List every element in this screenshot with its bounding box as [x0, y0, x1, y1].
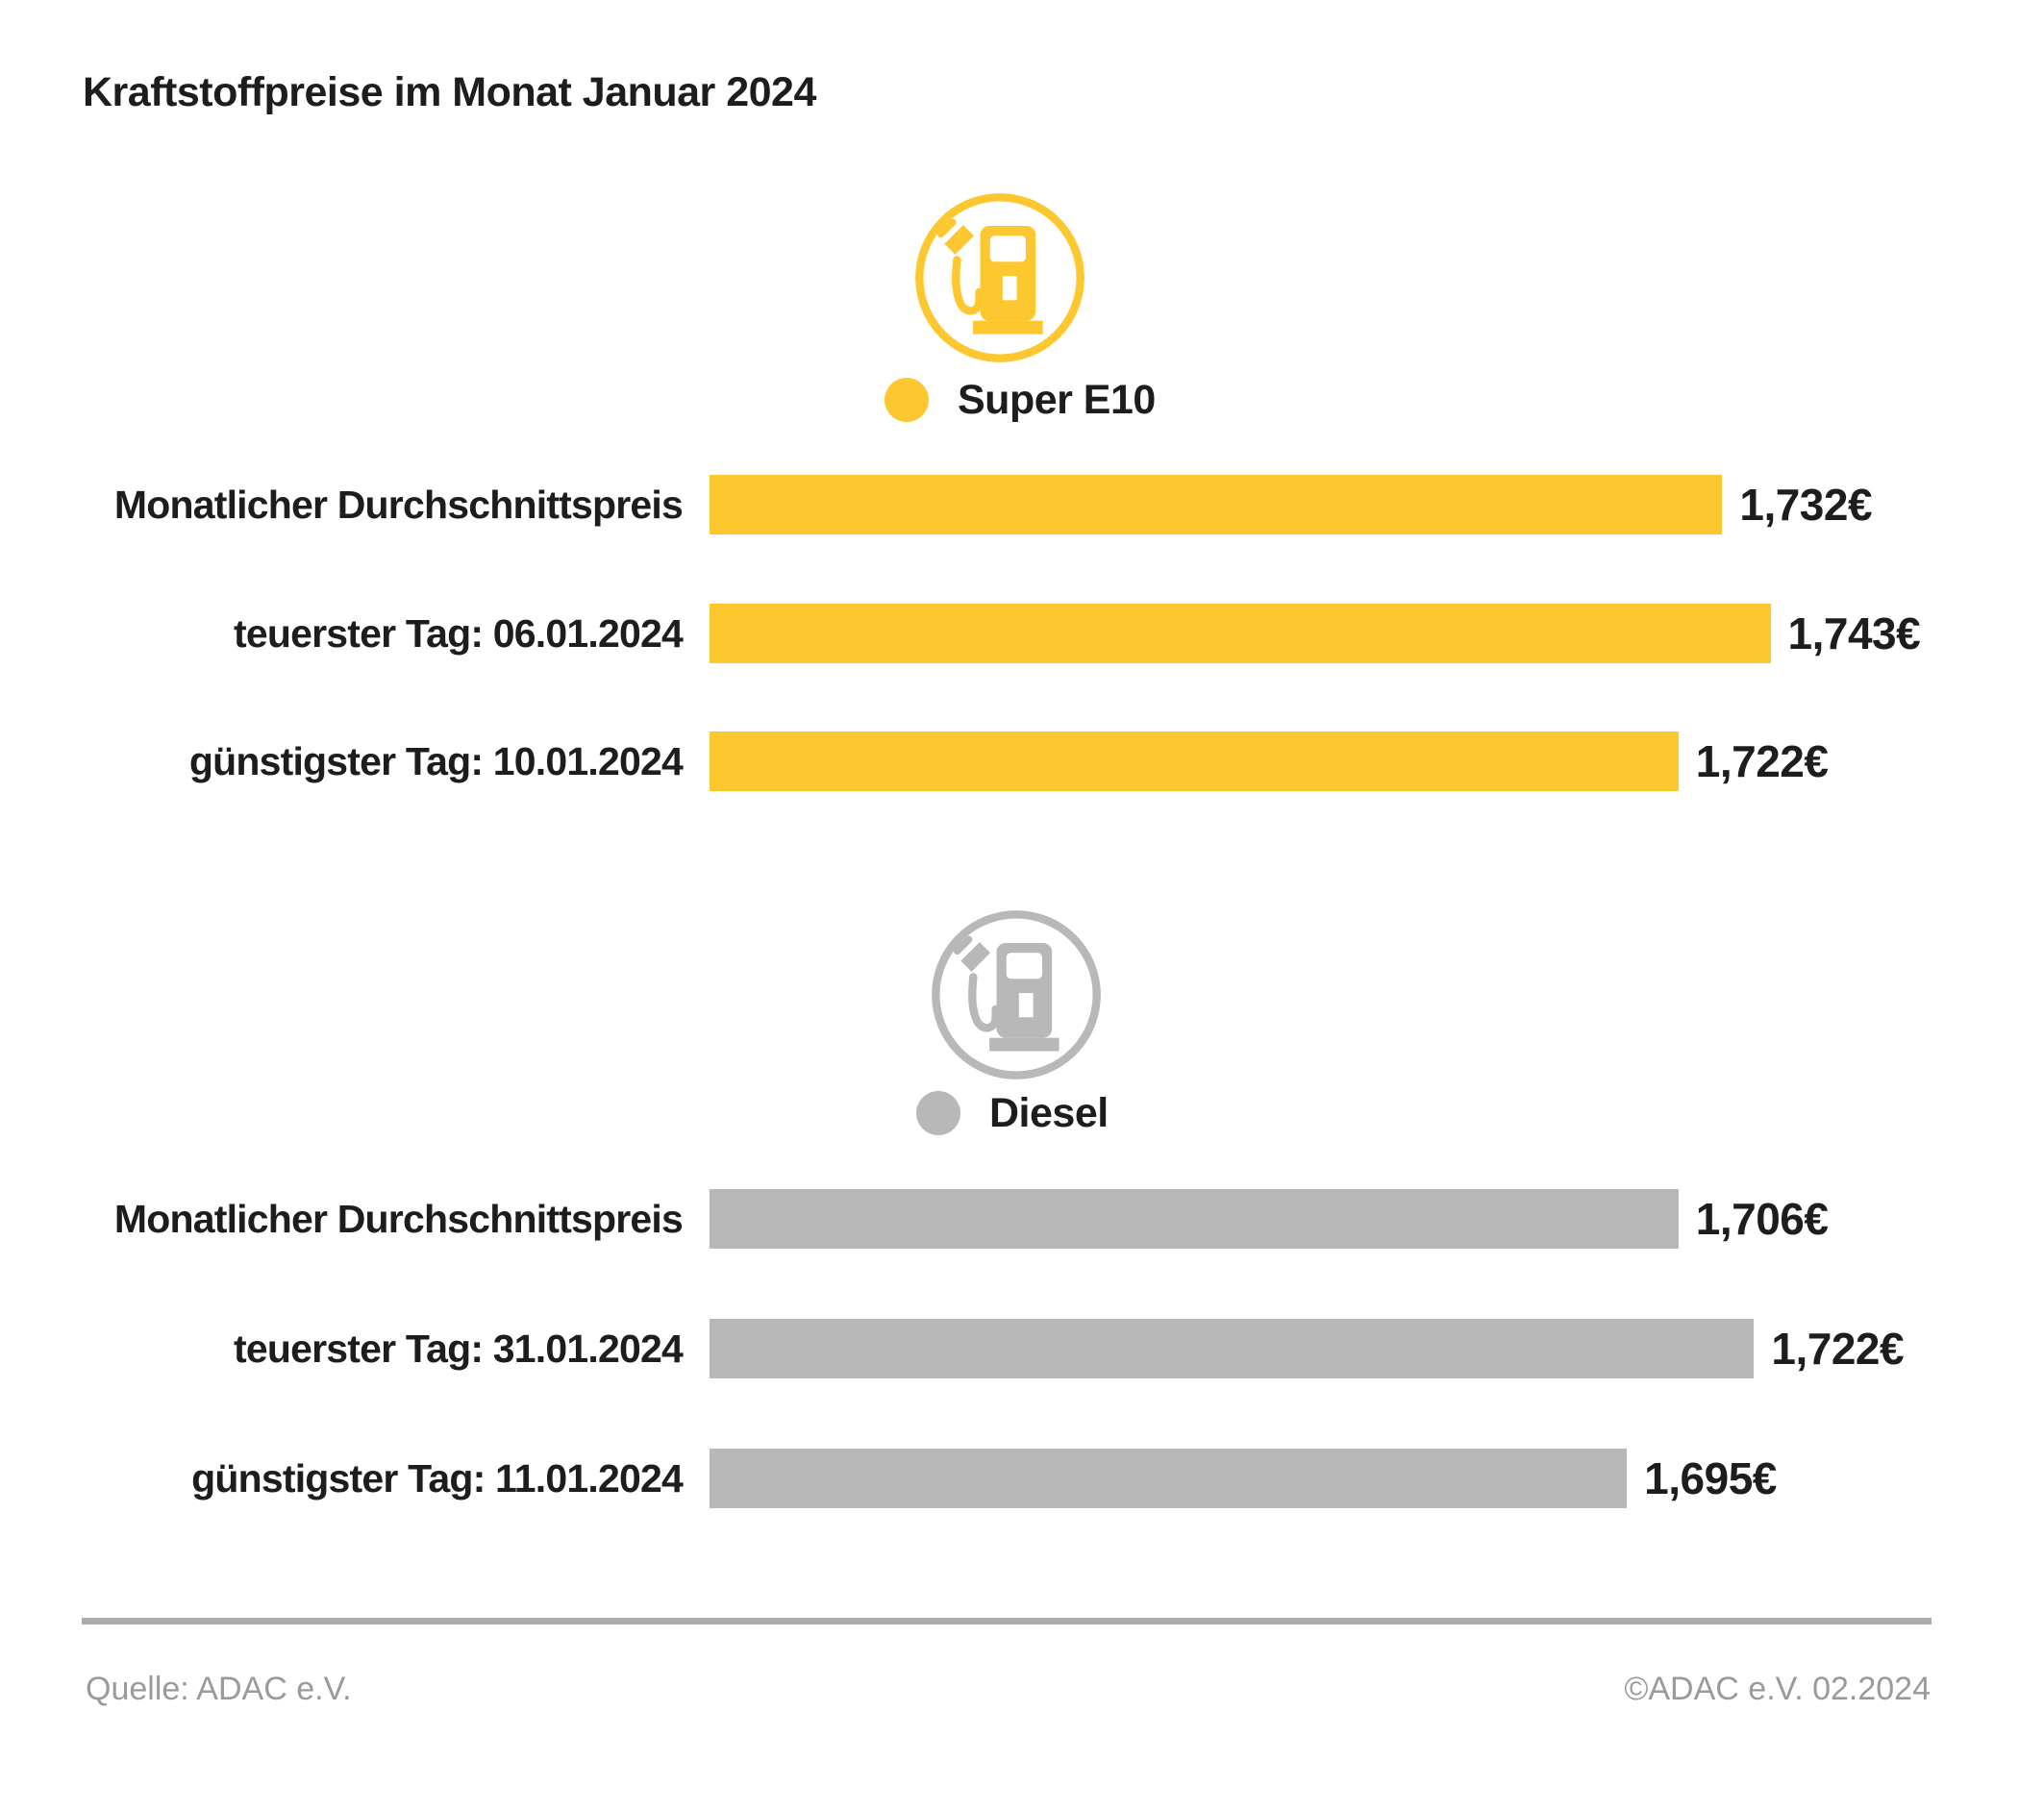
- bar-value: 1,695€: [1644, 1453, 1777, 1503]
- bar-track: 1,722€: [710, 732, 1829, 791]
- legend-diesel: Diesel: [916, 1090, 1109, 1136]
- bar: [710, 475, 1723, 534]
- bar-row: teuerster Tag: 31.01.2024 1,722€: [82, 1319, 1905, 1378]
- bar: [710, 1319, 1755, 1378]
- copyright-note: ©ADAC e.V. 02.2024: [1624, 1671, 1931, 1707]
- bar: [710, 604, 1771, 663]
- bar-label: günstigster Tag: 10.01.2024: [188, 738, 684, 783]
- legend-super-e10: Super E10: [885, 377, 1156, 423]
- fuel-pump-icon: [910, 188, 1089, 367]
- bar-value: 1,722€: [1695, 736, 1829, 786]
- bar-track: 1,722€: [710, 1319, 1905, 1378]
- fuel-pump-icon: [927, 906, 1106, 1084]
- bar-value: 1,743€: [1787, 608, 1921, 658]
- bar: [710, 1189, 1679, 1249]
- legend-dot-icon: [885, 378, 929, 422]
- bar-label: Monatlicher Durchschnittspreis: [113, 482, 684, 527]
- bar-value: 1,732€: [1739, 480, 1873, 530]
- bar-track: 1,743€: [710, 604, 1921, 663]
- legend-label: Super E10: [958, 376, 1156, 423]
- bar-track: 1,732€: [710, 475, 1873, 534]
- bar-row: günstigster Tag: 11.01.2024 1,695€: [82, 1449, 1806, 1508]
- legend-dot-icon: [916, 1091, 960, 1135]
- bar-label: teuerster Tag: 06.01.2024: [234, 610, 684, 656]
- bar-row: Monatlicher Durchschnittspreis 1,706€: [82, 1189, 1829, 1249]
- bar-label: Monatlicher Durchschnittspreis: [113, 1196, 684, 1241]
- bar-label: günstigster Tag: 11.01.2024: [191, 1455, 684, 1501]
- bar: [710, 1449, 1628, 1508]
- bar-row: teuerster Tag: 06.01.2024 1,743€: [82, 604, 1921, 663]
- bar-value: 1,722€: [1771, 1324, 1905, 1374]
- legend-label: Diesel: [989, 1089, 1109, 1136]
- bar-label: teuerster Tag: 31.01.2024: [234, 1326, 684, 1371]
- bar-track: 1,695€: [710, 1449, 1806, 1508]
- bar: [710, 732, 1679, 791]
- bar-row: günstigster Tag: 10.01.2024 1,722€: [82, 732, 1829, 791]
- page-title: Kraftstoffpreise im Monat Januar 2024: [83, 69, 816, 115]
- bar-value: 1,706€: [1695, 1194, 1829, 1244]
- footer-divider: [82, 1618, 1932, 1625]
- bar-row: Monatlicher Durchschnittspreis 1,732€: [82, 475, 1873, 534]
- source-note: Quelle: ADAC e.V.: [86, 1671, 352, 1707]
- bar-track: 1,706€: [710, 1189, 1829, 1249]
